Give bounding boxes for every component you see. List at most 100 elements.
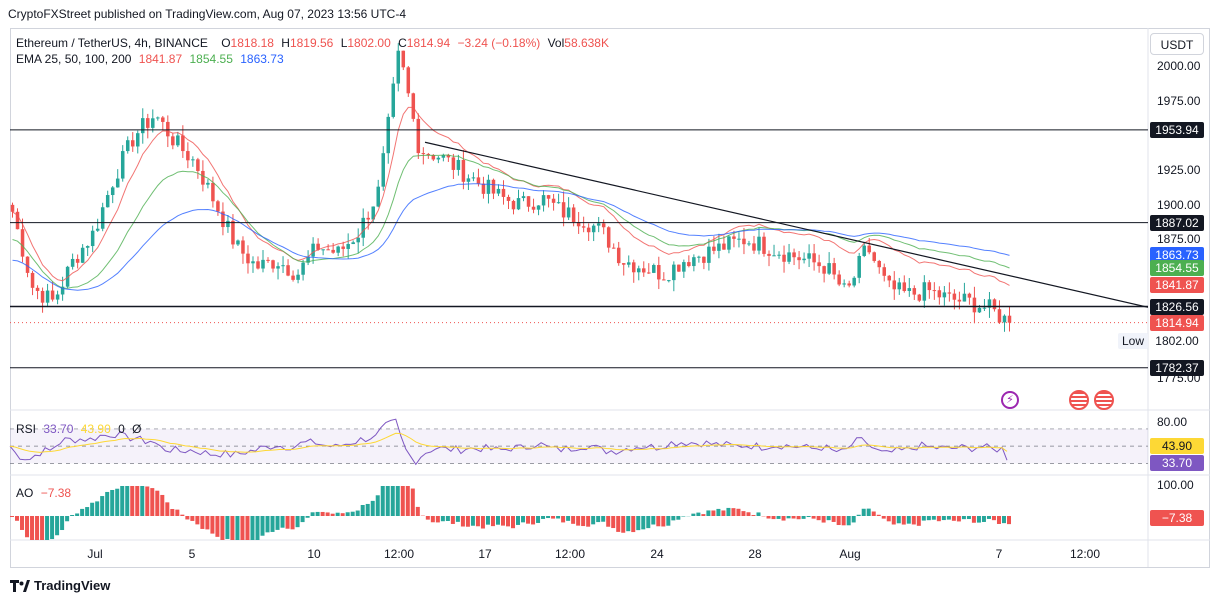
ao-bar (851, 516, 856, 523)
candle (481, 176, 486, 199)
ao-bar (355, 510, 360, 516)
ao-bar (195, 516, 200, 525)
ao-bar (756, 512, 761, 516)
candle (361, 208, 365, 247)
symbol-name[interactable]: Ethereum / TetherUS, 4h, BINANCE (16, 36, 208, 50)
currency-button[interactable]: USDT (1150, 33, 1204, 55)
candle (662, 272, 666, 281)
ema-label[interactable]: EMA 25, 50, 100, 200 (16, 52, 132, 66)
candle (521, 191, 526, 202)
ao-bar (110, 489, 115, 516)
candle (20, 218, 25, 263)
rsi-ma-value: 43.90 (80, 422, 111, 436)
price-tag-ema50: 1854.55 (1150, 259, 1204, 276)
candle (241, 236, 245, 264)
candle (206, 179, 210, 189)
ao-bar (270, 516, 275, 532)
ao-bar (210, 516, 215, 534)
low-badge: Low (1118, 333, 1148, 349)
candle (832, 257, 836, 280)
candle (526, 196, 531, 212)
candle (992, 298, 997, 312)
rsi-label[interactable]: RSI (16, 422, 37, 436)
candle (105, 190, 110, 208)
ao-bar (516, 516, 521, 525)
ao-bar (170, 508, 175, 516)
candle (637, 265, 641, 281)
candle (792, 248, 796, 266)
ao-bar (786, 516, 791, 519)
candle (967, 292, 972, 305)
candle (912, 285, 917, 300)
candle (156, 116, 160, 121)
ao-bar (871, 511, 876, 516)
ao-bar (511, 516, 516, 529)
candle (616, 241, 621, 266)
candle (426, 152, 431, 159)
candle (401, 50, 406, 71)
candle (917, 293, 922, 303)
time-axis-label: 24 (650, 547, 664, 561)
candle (947, 282, 952, 302)
ao-bar (435, 516, 440, 523)
candle (331, 243, 335, 254)
price-tag-ema25: 1841.87 (1150, 277, 1204, 294)
ao-bar (100, 496, 105, 516)
candle (141, 108, 145, 144)
candle (692, 254, 696, 272)
candle (151, 109, 155, 133)
candle (852, 276, 856, 288)
candle (396, 43, 401, 92)
candle (100, 202, 105, 232)
ao-bar (731, 508, 736, 516)
price-tick-label: 1925.00 (1157, 163, 1201, 177)
candle (1002, 314, 1007, 332)
ao-bar (941, 516, 946, 521)
ao-bar (10, 516, 15, 517)
ao-bar (766, 516, 771, 519)
ao-label[interactable]: AO (16, 486, 34, 500)
footer-brand[interactable]: TradingView (34, 578, 111, 593)
ao-bar (390, 486, 395, 516)
candle (226, 215, 230, 233)
ao-bar (310, 512, 315, 516)
candle (271, 259, 275, 273)
ao-bar (746, 512, 751, 516)
ao-bar (591, 516, 596, 525)
ao-bar (566, 516, 571, 521)
ao-bar (556, 516, 561, 519)
ao-bar (971, 516, 976, 523)
ao-bar (190, 516, 195, 521)
ao-bar (926, 516, 931, 521)
candle (221, 202, 225, 236)
candle (70, 253, 75, 270)
candle (316, 238, 320, 251)
candle (647, 263, 651, 274)
candle (767, 250, 771, 267)
ao-bar (676, 516, 681, 520)
lightning-icon[interactable]: ⚡ (1001, 391, 1019, 409)
candle (777, 251, 781, 259)
candle (120, 145, 125, 182)
ao-bar (726, 507, 731, 516)
ema-legend: EMA 25, 50, 100, 200 1841.87 1854.55 186… (16, 52, 288, 66)
us-flag-icon[interactable] (1069, 390, 1089, 410)
candle (551, 193, 556, 211)
candle (892, 271, 897, 300)
ao-bar (410, 488, 415, 516)
rsi-axis-top: 80.00 (1157, 415, 1188, 429)
low-value: 1802.00 (347, 36, 391, 50)
ao-bar (801, 516, 806, 519)
ao-bar (455, 516, 460, 522)
ao-bar (576, 516, 581, 526)
ao-bar (651, 516, 656, 525)
trendline (424, 141, 1149, 308)
tradingview-logo-icon (10, 579, 30, 592)
ao-bar (115, 488, 120, 516)
rsi-param-1: 0 (118, 422, 125, 436)
ao-bar (75, 513, 80, 516)
ao-bar (490, 516, 495, 527)
us-flag-icon[interactable] (1094, 390, 1114, 410)
candle (937, 286, 942, 305)
